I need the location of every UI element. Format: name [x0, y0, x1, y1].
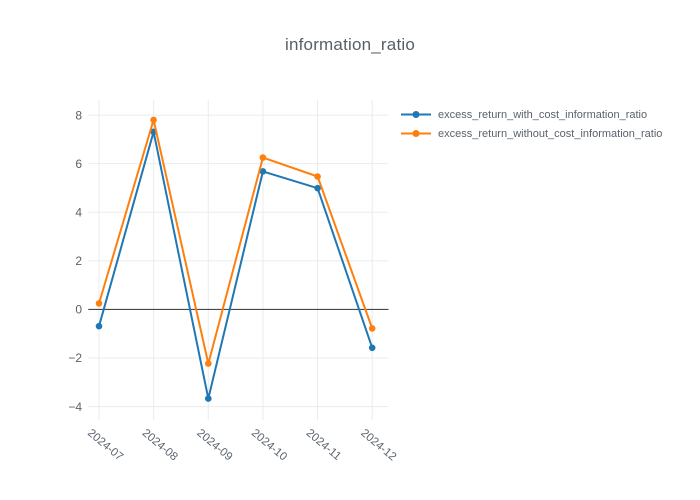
x-tick-label: 2024-08: [140, 427, 180, 463]
data-point-without-cost-2024-12[interactable]: [368, 325, 376, 332]
legend-label: excess_return_with_cost_information_rati…: [438, 108, 648, 121]
y-tick-label: 2: [75, 254, 82, 268]
data-point-with-cost-2024-11[interactable]: [314, 184, 321, 192]
data-point-without-cost-2024-10[interactable]: [259, 154, 267, 161]
data-point-with-cost-2024-07[interactable]: [95, 322, 103, 330]
x-tick-label: 2024-12: [358, 427, 398, 463]
legend-line-marker-icon: [401, 111, 431, 118]
x-tick-label: 2024-10: [249, 427, 289, 463]
data-point-without-cost-2024-07[interactable]: [95, 300, 103, 307]
y-tick-label: 4: [75, 206, 82, 220]
series-line-with-cost: [98, 130, 374, 400]
data-point-without-cost-2024-08[interactable]: [150, 116, 157, 124]
y-tick-label: 8: [75, 108, 82, 122]
legend-line-marker-icon: [401, 130, 431, 137]
series-line-without-cost: [98, 118, 374, 365]
legend-label: excess_return_without_cost_information_r…: [438, 127, 663, 140]
y-tick-label: 0: [75, 303, 82, 317]
data-point-with-cost-2024-09[interactable]: [205, 395, 212, 402]
legend: excess_return_with_cost_information_rati…: [400, 105, 662, 143]
y-tick-label: 6: [75, 157, 82, 171]
y-tick-label: −4: [68, 400, 82, 414]
chart-title: information_ratio: [284, 35, 416, 54]
data-point-with-cost-2024-10[interactable]: [259, 168, 267, 175]
y-tick-label: −2: [68, 351, 82, 365]
x-tick-label: 2024-11: [304, 427, 343, 463]
data-point-without-cost-2024-11[interactable]: [314, 173, 321, 180]
data-point-without-cost-2024-09[interactable]: [205, 360, 212, 367]
legend-item-with-cost[interactable]: excess_return_with_cost_information_rati…: [400, 105, 662, 124]
legend-item-without-cost[interactable]: excess_return_without_cost_information_r…: [400, 124, 662, 143]
x-tick-label: 2024-09: [194, 427, 234, 463]
data-point-with-cost-2024-12[interactable]: [368, 344, 376, 352]
x-tick-label: 2024-07: [85, 427, 125, 463]
